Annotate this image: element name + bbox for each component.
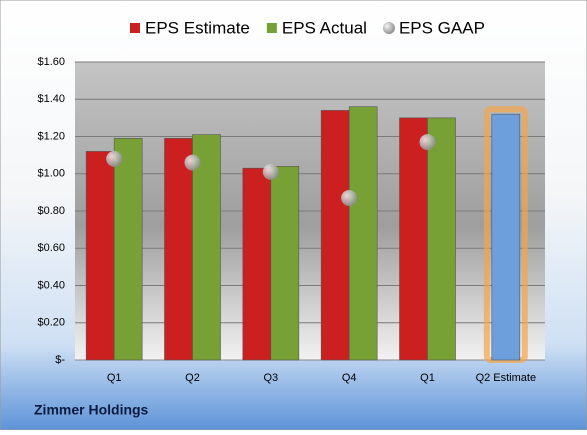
bar xyxy=(192,134,221,361)
bar xyxy=(270,166,300,361)
gaap-marker xyxy=(184,154,201,171)
x-tick-label: Q4 xyxy=(342,372,357,384)
legend-label: EPS GAAP xyxy=(399,18,485,37)
bar xyxy=(427,117,456,361)
y-tick-label: $0.20 xyxy=(37,317,65,329)
gaap-marker xyxy=(419,134,436,151)
gaap-marker xyxy=(341,189,358,206)
bar xyxy=(320,110,350,361)
y-tick-label: $0.60 xyxy=(37,242,65,254)
x-tick-label: Q2 Estimate xyxy=(476,372,537,384)
x-tick-label: Q3 xyxy=(263,372,278,384)
bar xyxy=(85,151,115,361)
bar xyxy=(164,138,193,361)
bar xyxy=(491,113,521,361)
legend-label: EPS Actual xyxy=(282,18,367,37)
y-tick-label: $1.40 xyxy=(37,93,65,105)
gaap-marker xyxy=(106,150,123,167)
x-tick-label: Q2 xyxy=(185,372,200,384)
legend-marker xyxy=(266,23,277,33)
x-tick-label: Q1 xyxy=(107,372,122,384)
y-tick-label: $0.80 xyxy=(37,205,65,217)
chart-title: Zimmer Holdings xyxy=(34,402,149,418)
y-tick-label: $1.00 xyxy=(37,168,65,180)
gaap-marker xyxy=(262,163,279,180)
y-tick-label: $1.60 xyxy=(37,56,65,68)
y-tick-label: $0.40 xyxy=(37,279,65,291)
y-tick-label: $1.20 xyxy=(37,130,65,142)
bar xyxy=(399,117,428,361)
bar xyxy=(348,106,378,361)
bar xyxy=(242,167,272,361)
legend-marker xyxy=(382,22,395,34)
x-tick-label: Q1 xyxy=(420,372,435,384)
legend-marker xyxy=(130,23,140,33)
bar xyxy=(113,138,143,361)
legend-label: EPS Estimate xyxy=(145,18,250,37)
y-tick-label: $- xyxy=(55,354,65,366)
